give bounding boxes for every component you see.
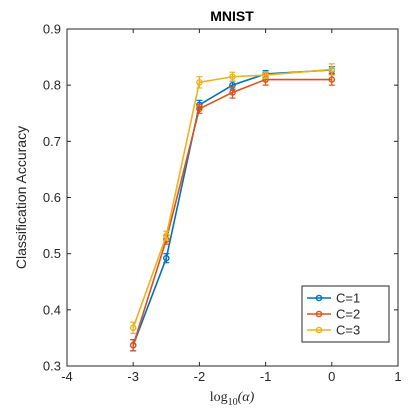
- data-point: [162, 254, 170, 262]
- x-axis-label-sub: 10: [228, 397, 238, 408]
- y-tick-label: 0.7: [43, 134, 61, 149]
- y-tick-label: 0.6: [43, 190, 61, 205]
- data-point: [328, 66, 336, 73]
- data-point: [196, 105, 203, 113]
- data-point: [229, 89, 236, 96]
- y-tick-label: 0.5: [43, 246, 61, 261]
- series-layer: [129, 63, 336, 352]
- data-point: [196, 79, 203, 86]
- legend-marker: [315, 326, 323, 334]
- x-tick-label: -2: [194, 369, 206, 384]
- y-tick-label: 0.8: [43, 78, 61, 93]
- series-line: [132, 68, 332, 329]
- x-axis-label: log10(α): [210, 390, 255, 408]
- y-tick-label: 0.3: [43, 359, 61, 374]
- chart-title: MNIST: [210, 8, 254, 24]
- legend-label: C=1: [336, 291, 360, 306]
- data-point: [328, 76, 336, 83]
- series-line: [132, 69, 332, 346]
- axis-ticks: -4 -3 -2 -1 0 1 0.3 0.4 0.5 0.6 0.7 0.8 0.9: [43, 22, 402, 385]
- legend-label: C=2: [336, 307, 360, 322]
- data-point: [229, 73, 236, 81]
- x-tick-label: -3: [127, 369, 139, 384]
- data-point: [162, 232, 170, 239]
- y-tick-label: 0.9: [43, 22, 61, 37]
- x-tick-label: 1: [394, 369, 401, 384]
- legend-marker: [315, 294, 323, 302]
- legend-marker: [315, 310, 323, 318]
- data-point: [129, 324, 137, 332]
- data-point: [262, 71, 269, 79]
- y-tick-label: 0.4: [43, 302, 61, 317]
- series-line: [132, 78, 332, 346]
- x-tick-label: -4: [61, 369, 73, 384]
- data-point: [129, 341, 137, 349]
- legend-label: C=3: [336, 323, 360, 338]
- x-axis-label-arg: (α): [238, 390, 255, 405]
- x-tick-label: 0: [328, 369, 335, 384]
- legend: C=1C=2C=3: [301, 285, 390, 343]
- x-axis-label-base: log: [210, 390, 228, 405]
- series-c-3: [129, 63, 336, 335]
- x-tick-label: -1: [260, 369, 272, 384]
- y-axis-label: Classification Accuracy: [13, 126, 29, 269]
